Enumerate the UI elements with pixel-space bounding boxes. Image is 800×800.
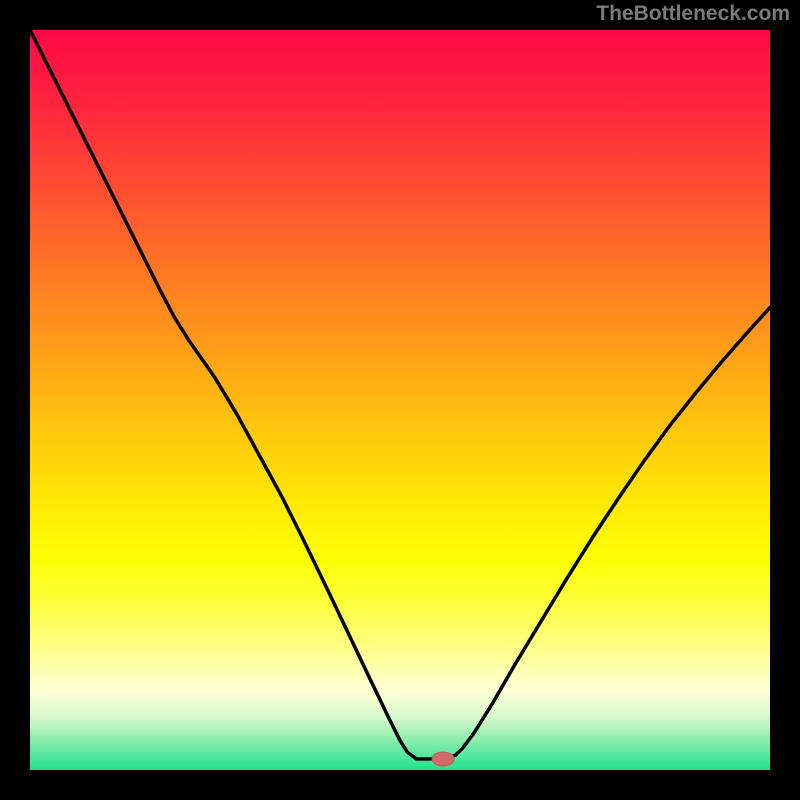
chart-frame: TheBottleneck.com [0, 0, 800, 800]
chart-svg [30, 30, 770, 770]
minimum-marker [430, 750, 456, 768]
chart-background [30, 30, 770, 770]
plot-area [30, 30, 770, 770]
watermark-text: TheBottleneck.com [596, 2, 790, 26]
